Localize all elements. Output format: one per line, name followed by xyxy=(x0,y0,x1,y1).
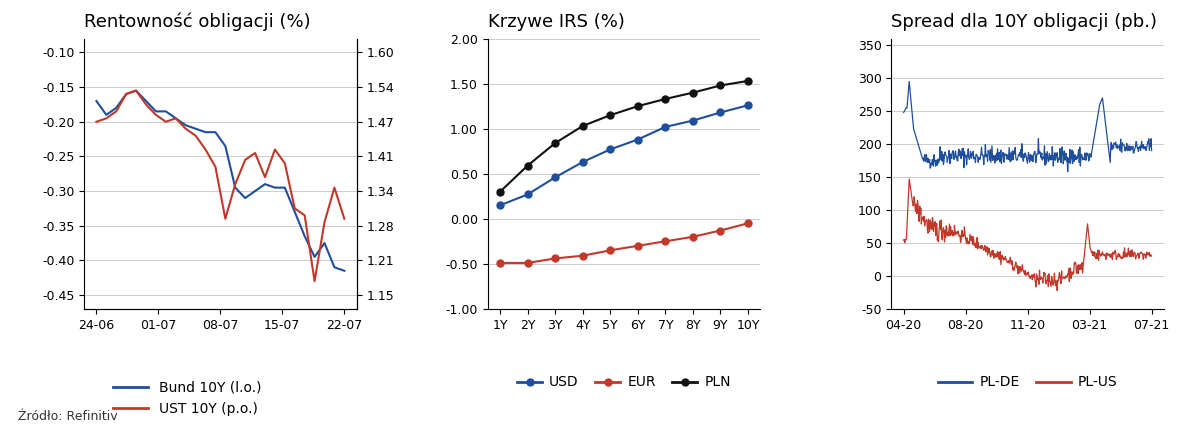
Text: Spread dla 10Y obligacji (pb.): Spread dla 10Y obligacji (pb.) xyxy=(892,13,1157,31)
Text: Źródło: Refinitiv: Źródło: Refinitiv xyxy=(18,411,118,423)
Text: Krzywe IRS (%): Krzywe IRS (%) xyxy=(487,13,624,31)
Text: Rentowność obligacji (%): Rentowność obligacji (%) xyxy=(84,13,311,31)
Legend: PL-DE, PL-US: PL-DE, PL-US xyxy=(932,370,1123,395)
Legend: Bund 10Y (l.o.), UST 10Y (p.o.): Bund 10Y (l.o.), UST 10Y (p.o.) xyxy=(108,375,268,421)
Legend: USD, EUR, PLN: USD, EUR, PLN xyxy=(511,370,737,395)
